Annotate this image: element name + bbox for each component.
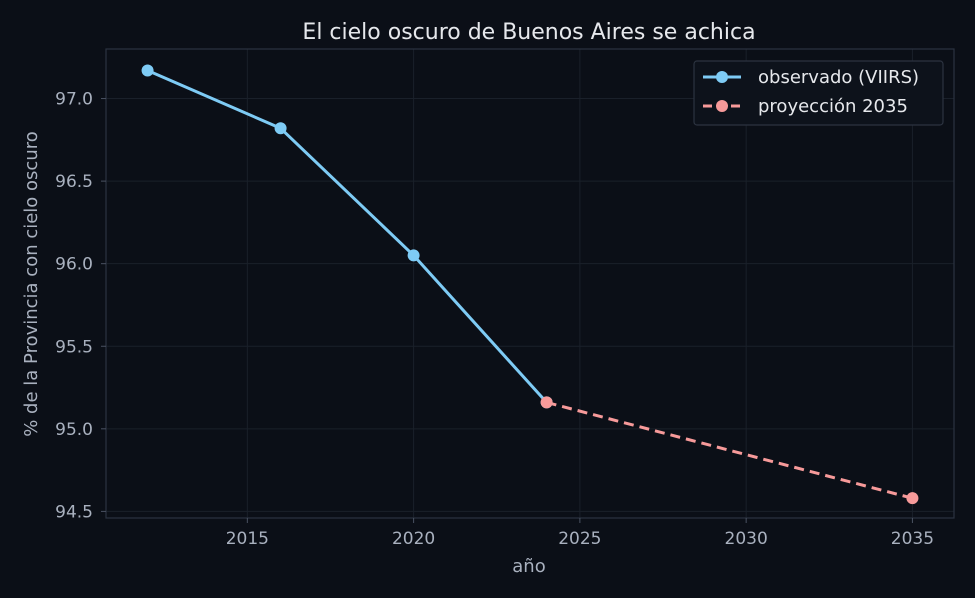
x-tick-label: 2020 — [392, 529, 435, 549]
series-line-0 — [147, 69, 548, 404]
x-axis: 2015 2020 2025 2030 2035 — [226, 518, 934, 549]
x-tick-label: 2025 — [558, 529, 601, 549]
series-layer — [141, 64, 919, 505]
x-axis-label: año — [512, 556, 545, 577]
legend-label-observado: observado (VIIRS) — [758, 67, 919, 88]
plot-frame — [105, 48, 955, 519]
legend-label-proyeccion: proyección 2035 — [758, 96, 908, 117]
x-tick-label: 2030 — [725, 529, 768, 549]
y-tick-label: 97.0 — [55, 90, 93, 110]
legend-box — [693, 60, 944, 126]
legend-marker-proyeccion — [716, 100, 728, 112]
series-0-point — [274, 122, 287, 135]
y-axis-label: % de la Provincia con cielo oscuro — [21, 131, 42, 437]
x-tick-label: 2035 — [891, 529, 934, 549]
legend: observado (VIIRS) proyección 2035 — [693, 60, 944, 126]
x-tick-label: 2015 — [226, 529, 269, 549]
series-0-point — [407, 249, 420, 262]
legend-marker-observado — [716, 71, 728, 83]
y-tick-label: 95.0 — [55, 420, 93, 440]
y-tick-label: 94.5 — [55, 502, 93, 522]
series-1-point — [540, 396, 553, 409]
y-tick-label: 96.5 — [55, 172, 93, 192]
y-tick-label: 96.0 — [55, 255, 93, 275]
series-1-point — [906, 492, 919, 505]
series-0-point — [141, 64, 154, 77]
y-axis: 94.5 95.0 95.5 96.0 96.5 97.0 — [55, 90, 106, 522]
y-tick-label: 95.5 — [55, 337, 93, 357]
chart-title: El cielo oscuro de Buenos Aires se achic… — [302, 20, 755, 45]
